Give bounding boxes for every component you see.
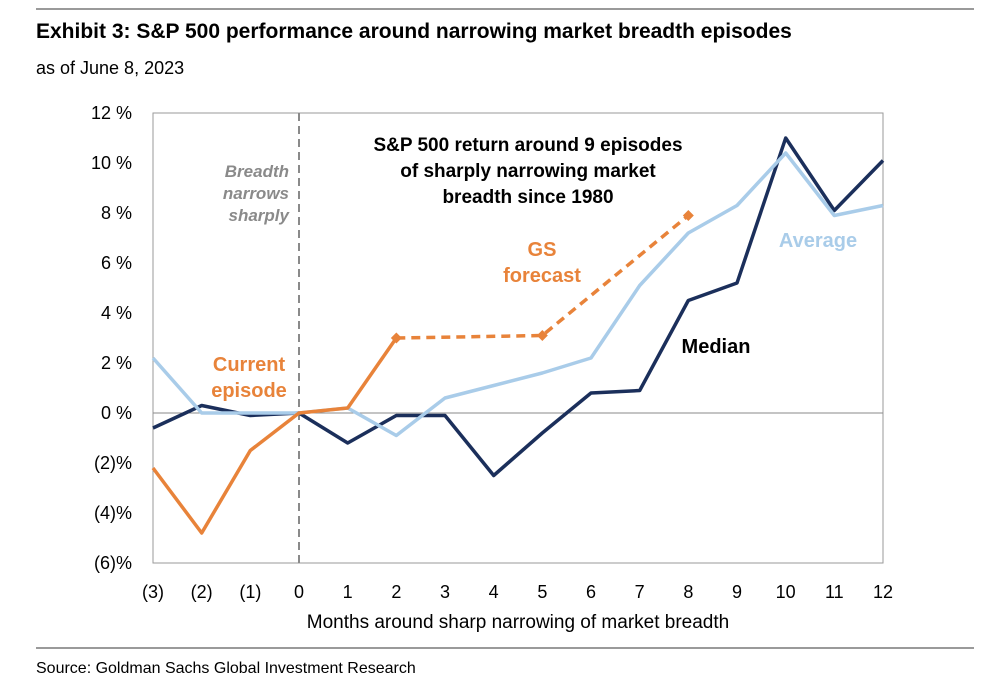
current-episode-series-line bbox=[151, 337, 398, 535]
y-tick-label: (4)% bbox=[94, 503, 132, 523]
gs-forecast-label: GS forecast bbox=[503, 239, 581, 287]
plot-area-frame bbox=[152, 112, 884, 564]
y-tick-label: (6)% bbox=[94, 553, 132, 573]
series-lines bbox=[151, 136, 885, 535]
average-label-line: Average bbox=[779, 230, 857, 252]
x-tick-label: 11 bbox=[825, 582, 844, 602]
y-tick-label: 0 % bbox=[101, 403, 132, 423]
current-episode-label-line: episode bbox=[211, 380, 287, 402]
x-tick-label: 6 bbox=[586, 582, 596, 602]
exhibit-subtitle: as of June 8, 2023 bbox=[36, 58, 185, 78]
x-tick-label: (2) bbox=[191, 582, 213, 602]
y-tick-label: (2)% bbox=[94, 453, 132, 473]
x-tick-label: 5 bbox=[537, 582, 547, 602]
current-episode-label: Current episode bbox=[211, 354, 287, 402]
x-tick-label: 1 bbox=[343, 582, 353, 602]
average-series-line bbox=[151, 151, 884, 438]
episodes-note-line: breadth since 1980 bbox=[442, 187, 613, 208]
y-tick-label: 6 % bbox=[101, 253, 132, 273]
x-tick-label: 4 bbox=[489, 582, 499, 602]
median-label-line: Median bbox=[682, 336, 751, 358]
top-rule bbox=[36, 8, 974, 10]
x-tick-label: 0 bbox=[294, 582, 304, 602]
x-tick-label: 2 bbox=[391, 582, 401, 602]
x-tick-label: 9 bbox=[732, 582, 742, 602]
gs-forecast-point bbox=[536, 330, 548, 341]
x-tick-label: 8 bbox=[683, 582, 693, 602]
x-tick-label: 7 bbox=[635, 582, 645, 602]
exhibit-title: Exhibit 3: S&P 500 performance around na… bbox=[36, 20, 792, 43]
breadth-annotation-line: sharply bbox=[229, 206, 291, 225]
gs-forecast-point bbox=[682, 210, 694, 221]
episodes-note-line: of sharply narrowing market bbox=[400, 161, 656, 182]
gs-forecast-point bbox=[390, 332, 402, 344]
bottom-rule bbox=[36, 647, 974, 649]
breadth-annotation-line: narrows bbox=[223, 184, 289, 203]
y-tick-label: 2 % bbox=[101, 353, 132, 373]
gs-forecast-label-line: GS bbox=[528, 239, 557, 261]
y-tick-label: 8 % bbox=[101, 203, 132, 223]
y-tick-label: 4 % bbox=[101, 303, 132, 323]
breadth-annotation-line: Breadth bbox=[225, 162, 289, 181]
episodes-note: S&P 500 return around 9 episodes of sharp… bbox=[373, 135, 682, 208]
x-tick-label: 3 bbox=[440, 582, 450, 602]
x-tick-label: 10 bbox=[776, 582, 796, 602]
x-axis-label: Months around sharp narrowing of market … bbox=[307, 612, 729, 633]
average-label: Average bbox=[779, 230, 857, 252]
y-axis-ticks: 12 % 10 % 8 % 6 % 4 % 2 % 0 % (2)% (4)% (6)% bbox=[91, 103, 132, 573]
y-tick-label: 12 % bbox=[91, 103, 132, 123]
gs-forecast-label-line: forecast bbox=[503, 265, 581, 287]
median-label: Median bbox=[682, 336, 751, 358]
current-episode-label-line: Current bbox=[213, 354, 286, 376]
x-axis-ticks: (3) (2) (1) 0 1 2 3 4 5 6 7 8 9 10 11 12 bbox=[142, 582, 893, 602]
episodes-note-line: S&P 500 return around 9 episodes bbox=[373, 135, 682, 156]
x-tick-label: (1) bbox=[239, 582, 261, 602]
source-note: Source: Goldman Sachs Global Investment … bbox=[36, 660, 416, 677]
x-tick-label: 12 bbox=[873, 582, 893, 602]
y-tick-label: 10 % bbox=[91, 153, 132, 173]
breadth-annotation: Breadth narrows sharply bbox=[223, 162, 291, 225]
gs-forecast-series-line bbox=[396, 214, 690, 340]
x-tick-label: (3) bbox=[142, 582, 164, 602]
